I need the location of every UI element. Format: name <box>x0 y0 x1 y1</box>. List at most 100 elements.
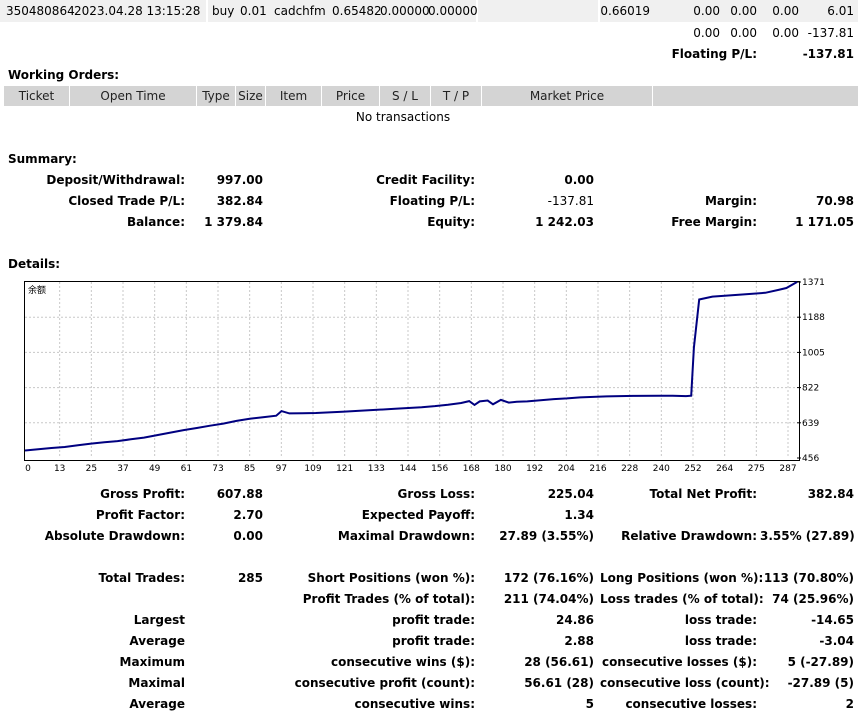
summary-title: Summary: <box>8 152 77 166</box>
gross-loss-value: 225.04 <box>547 487 594 501</box>
col-tp[interactable]: T / P <box>431 86 482 106</box>
x-tick-label: 216 <box>589 464 606 474</box>
average2-label: Average <box>129 697 185 711</box>
balance-chart <box>24 281 800 461</box>
largest-loss-label: loss trade: <box>684 613 757 627</box>
max-cons-losses-label: consecutive losses ($): <box>601 655 757 669</box>
chart-title: 余额 <box>28 284 46 296</box>
max-drawdown-value: 27.89 (3.55%) <box>499 529 594 543</box>
balance-chart-svg: 1371 1188 1005 822 639 456 0 13 25 37 49 61 73 85 97 10… <box>24 278 825 474</box>
free-margin-value: 1 171.05 <box>795 215 854 229</box>
total-trades-value: 285 <box>237 571 263 585</box>
x-tick-label: 133 <box>368 464 385 474</box>
deposit-label: Deposit/Withdrawal: <box>46 173 185 187</box>
col-sl[interactable]: S / L <box>380 86 431 106</box>
average-profit-value: 2.88 <box>564 634 594 648</box>
long-positions-label: Long Positions (won %): <box>600 571 764 585</box>
loss-trades-value: 74 (25.96%) <box>772 592 854 606</box>
gross-loss-label: Gross Loss: <box>397 487 475 501</box>
trade-tp: 0.00000 <box>428 4 478 18</box>
y-tick-label: 822 <box>802 384 819 394</box>
profit-factor-value: 2.70 <box>233 508 263 522</box>
y-tick-label: 1005 <box>802 348 825 358</box>
x-tick-label: 192 <box>526 464 543 474</box>
trade-item: cadchfm <box>274 4 326 18</box>
y-tick-label: 1188 <box>802 313 825 323</box>
x-tick-label: 252 <box>684 464 701 474</box>
col-size[interactable]: Size <box>236 86 266 106</box>
profit-trades-value: 211 (74.04%) <box>503 592 594 606</box>
average-loss-value: -3.04 <box>819 634 854 648</box>
trade-row-bg-gap <box>478 0 598 22</box>
balance-line <box>24 281 798 452</box>
max-cons-wins-label: consecutive wins ($): <box>330 655 475 669</box>
x-tick-label: 240 <box>653 464 670 474</box>
x-tick-label: 109 <box>304 464 321 474</box>
working-orders-title: Working Orders: <box>8 68 120 82</box>
largest-label: Largest <box>133 613 185 627</box>
trade-ticket: 350480864 <box>6 4 75 18</box>
total-net-label: Total Net Profit: <box>649 487 757 501</box>
expected-payoff-value: 1.34 <box>564 508 594 522</box>
x-tick-label: 180 <box>494 464 511 474</box>
totals-swap: 0.00 <box>772 26 799 40</box>
largest-profit-label: profit trade: <box>392 613 475 627</box>
equity-label: Equity: <box>427 215 475 229</box>
balance-label: Balance: <box>126 215 185 229</box>
x-tick-label: 13 <box>54 464 65 474</box>
x-tick-label: 204 <box>558 464 575 474</box>
trade-commission: 0.00 <box>693 4 720 18</box>
col-type[interactable]: Type <box>197 86 236 106</box>
max-cons-wins-value: 28 (56.61) <box>524 655 594 669</box>
avg-cons-losses-label: consecutive losses: <box>625 697 757 711</box>
totals-commission: 0.00 <box>693 26 720 40</box>
trade-price: 0.65482 <box>332 4 382 18</box>
total-net-value: 382.84 <box>807 487 854 501</box>
col-price[interactable]: Price <box>322 86 380 106</box>
col-ticket[interactable]: Ticket <box>4 86 70 106</box>
y-tick-label: 1371 <box>802 278 825 288</box>
loss-trades-label: Loss trades (% of total): <box>600 592 764 606</box>
free-margin-label: Free Margin: <box>671 215 757 229</box>
credit-value: 0.00 <box>564 173 594 187</box>
trade-size: 0.01 <box>240 4 267 18</box>
x-tick-label: 228 <box>621 464 638 474</box>
gross-profit-label: Gross Profit: <box>100 487 185 501</box>
y-tick-label: 639 <box>802 419 819 429</box>
closed-pl-label: Closed Trade P/L: <box>68 194 185 208</box>
margin-value: 70.98 <box>816 194 854 208</box>
trade-swap: 0.00 <box>772 4 799 18</box>
x-tick-label: 97 <box>276 464 287 474</box>
col-open-time[interactable]: Open Time <box>70 86 197 106</box>
x-tick-label: 0 <box>25 464 31 474</box>
max-cons-losses-value: 5 (-27.89) <box>787 655 854 669</box>
maximum-label: Maximum <box>119 655 185 669</box>
x-tick-label: 85 <box>244 464 255 474</box>
credit-label: Credit Facility: <box>376 173 475 187</box>
deposit-value: 997.00 <box>216 173 263 187</box>
summary-floating-label: Floating P/L: <box>389 194 475 208</box>
balance-value: 1 379.84 <box>204 215 263 229</box>
total-trades-label: Total Trades: <box>98 571 185 585</box>
equity-value: 1 242.03 <box>535 215 594 229</box>
col-market-price[interactable]: Market Price <box>482 86 653 106</box>
abs-drawdown-label: Absolute Drawdown: <box>44 529 185 543</box>
closed-pl-value: 382.84 <box>216 194 263 208</box>
maximal-profit-label: consecutive profit (count): <box>294 676 475 690</box>
details-title: Details: <box>8 257 61 271</box>
no-transactions-text: No transactions <box>355 110 451 124</box>
x-tick-label: 287 <box>779 464 796 474</box>
maximal-loss-label: consecutive loss (count): <box>600 676 770 690</box>
rel-drawdown-value: 3.55% (27.89) <box>760 529 855 543</box>
avg-cons-losses-value: 2 <box>845 697 854 711</box>
trade-open-time: 2023.04.28 13:15:28 <box>74 4 201 18</box>
rel-drawdown-label: Relative Drawdown: <box>621 529 757 543</box>
totals-taxes: 0.00 <box>730 26 757 40</box>
avg-cons-wins-label: consecutive wins: <box>354 697 475 711</box>
trade-taxes: 0.00 <box>730 4 757 18</box>
open-trade-row[interactable]: 350480864 2023.04.28 13:15:28 buy 0.01 c… <box>0 0 858 22</box>
trade-row-bg-right <box>600 0 858 22</box>
col-item[interactable]: Item <box>266 86 322 106</box>
trade-row-bg-mid <box>208 0 476 22</box>
x-tick-label: 37 <box>117 464 128 474</box>
